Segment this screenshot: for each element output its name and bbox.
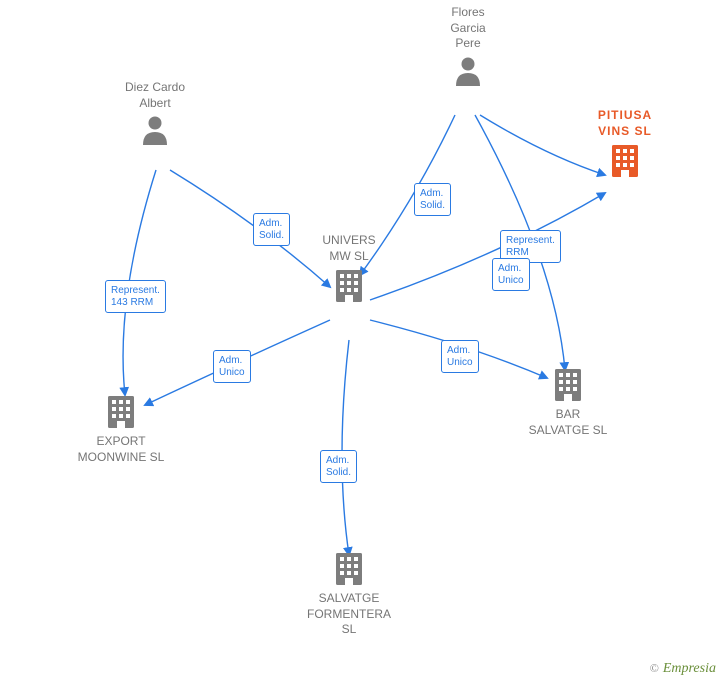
edge-badge-univers-export: Adm. Unico	[213, 350, 251, 383]
node-label-salvatge: SALVATGEFORMENTERASL	[289, 591, 409, 638]
node-salvatge[interactable]: SALVATGEFORMENTERASL	[289, 547, 409, 638]
node-label-diez: Diez CardoAlbert	[95, 80, 215, 111]
node-label-bar: BARSALVATGE SL	[508, 407, 628, 438]
node-pitiusa[interactable]: PITIUSAVINS SL	[565, 108, 685, 183]
copyright-symbol: ©	[650, 661, 659, 675]
watermark: © Empresia	[650, 661, 716, 677]
node-export[interactable]: EXPORTMOONWINE SL	[61, 390, 181, 465]
edge-badge-diez-export: Represent. 143 RRM	[105, 280, 166, 313]
watermark-text: Empresia	[663, 661, 716, 676]
building-icon	[332, 268, 366, 304]
edge-badge-univers-salvatge: Adm. Solid.	[320, 450, 357, 483]
node-flores[interactable]: FloresGarciaPere	[408, 5, 528, 90]
building-icon	[332, 551, 366, 587]
node-diez[interactable]: Diez CardoAlbert	[95, 80, 215, 149]
node-bar[interactable]: BARSALVATGE SL	[508, 363, 628, 438]
node-label-export: EXPORTMOONWINE SL	[61, 434, 181, 465]
person-icon	[141, 115, 169, 145]
edge-badge-univers-pitiusa: Adm. Unico	[492, 258, 530, 291]
building-icon	[104, 394, 138, 430]
person-icon	[454, 56, 482, 86]
building-icon	[608, 143, 642, 179]
building-icon	[551, 367, 585, 403]
node-label-pitiusa: PITIUSAVINS SL	[565, 108, 685, 139]
edge-univers-salvatge	[342, 340, 349, 555]
edge-badge-flores-univers: Adm. Solid.	[414, 183, 451, 216]
edge-badge-univers-bar: Adm. Unico	[441, 340, 479, 373]
node-label-flores: FloresGarciaPere	[408, 5, 528, 52]
node-univers[interactable]: UNIVERSMW SL	[289, 233, 409, 308]
edge-badge-diez-univers: Adm. Solid.	[253, 213, 290, 246]
node-label-univers: UNIVERSMW SL	[289, 233, 409, 264]
